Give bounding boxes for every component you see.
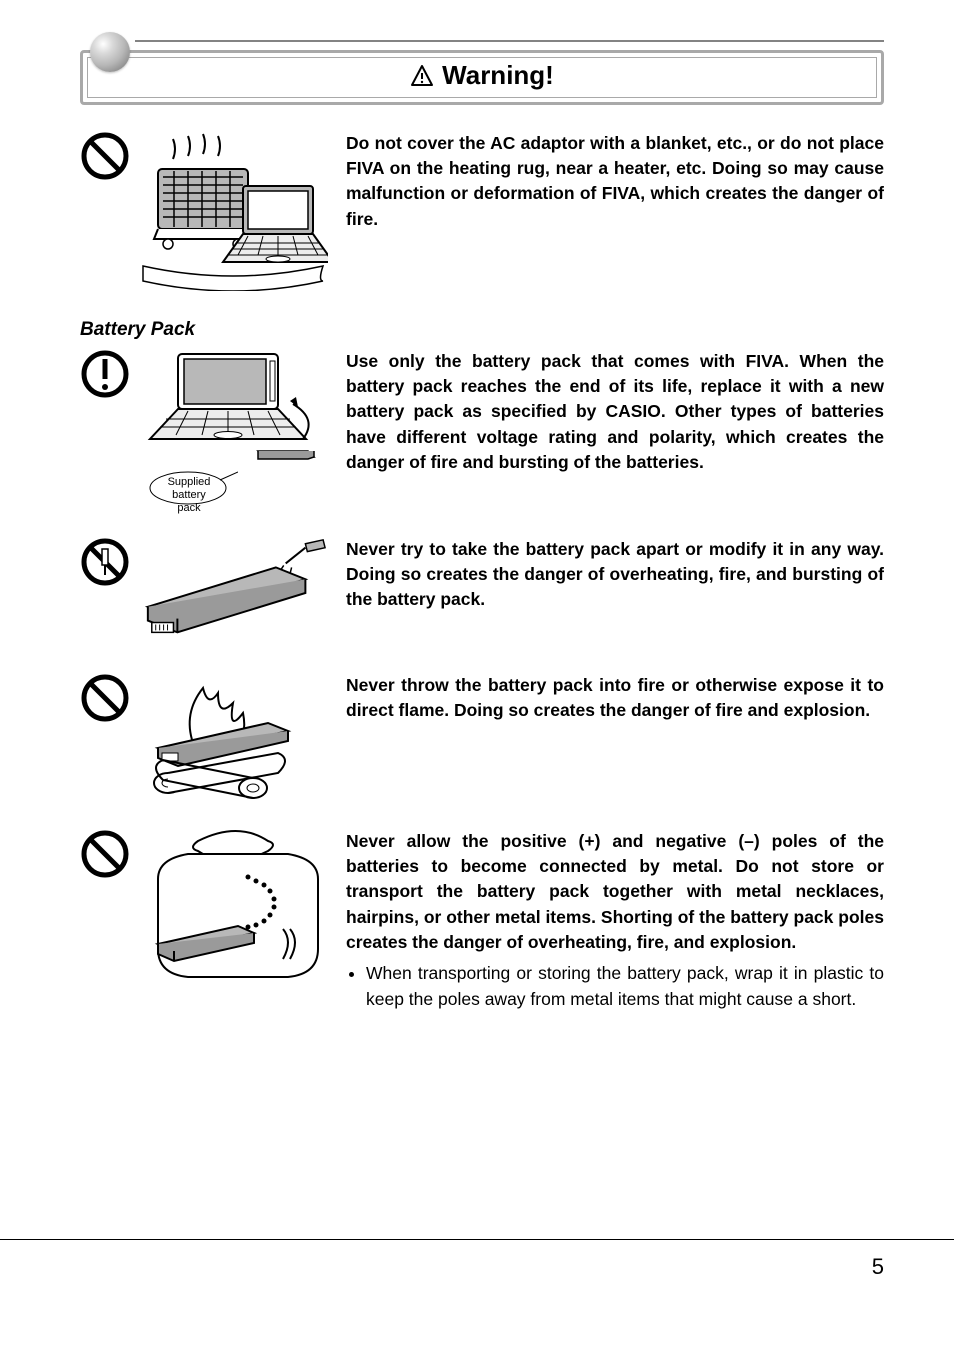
warning-bar: Warning! [80, 50, 884, 105]
warning-title: Warning! [410, 60, 554, 91]
battery-icon-col: Supplied battery pack [80, 349, 330, 511]
metal-bullet-list: When transporting or storing the battery… [346, 961, 884, 1012]
battery-fire-illustration [138, 673, 308, 803]
section-fire: Never throw the battery pack into fire o… [80, 673, 884, 803]
caption-line1: Supplied [168, 476, 211, 488]
no-disassemble-icon [80, 537, 130, 587]
metal-icon-col [80, 829, 330, 1013]
battery-pack-heading: Battery Pack [80, 319, 884, 341]
laptop-battery-illustration [138, 349, 318, 469]
heater-laptop-illustration [138, 131, 328, 291]
heat-icon-col [80, 131, 330, 291]
warning-triangle-icon [410, 64, 434, 88]
prohibit-icon [80, 829, 130, 879]
warning-bar-inner: Warning! [87, 57, 877, 98]
section-metal: Never allow the positive (+) and negativ… [80, 829, 884, 1013]
caution-circle-icon [80, 349, 130, 399]
metal-text-col: Never allow the positive (+) and negativ… [346, 829, 884, 1013]
page: Warning! [0, 0, 954, 1352]
fire-text: Never throw the battery pack into fire o… [346, 673, 884, 803]
battery-modify-illustration [138, 537, 330, 647]
bag-metal-illustration [138, 829, 328, 989]
heat-text: Do not cover the AC adaptor with a blank… [346, 131, 884, 291]
header-rule [135, 40, 884, 42]
caption-line2: battery pack [172, 489, 206, 514]
section-heat: Do not cover the AC adaptor with a blank… [80, 131, 884, 291]
caption-text: Supplied battery pack [162, 476, 216, 516]
metal-bullet: When transporting or storing the battery… [366, 961, 884, 1012]
disassemble-icon-col [80, 537, 330, 647]
section-disassemble: Never try to take the battery pack apart… [80, 537, 884, 647]
warning-label: Warning! [442, 60, 554, 91]
footer-rule [0, 1239, 954, 1240]
page-number: 5 [872, 1254, 884, 1280]
disassemble-text: Never try to take the battery pack apart… [346, 537, 884, 647]
prohibit-icon [80, 131, 130, 181]
battery-supplied-text: Use only the battery pack that comes wit… [346, 349, 884, 511]
fire-icon-col [80, 673, 330, 803]
prohibit-icon [80, 673, 130, 723]
globe-decoration [90, 32, 130, 72]
section-battery-supplied: Supplied battery pack Use only the batte… [80, 349, 884, 511]
metal-text: Never allow the positive (+) and negativ… [346, 831, 884, 953]
